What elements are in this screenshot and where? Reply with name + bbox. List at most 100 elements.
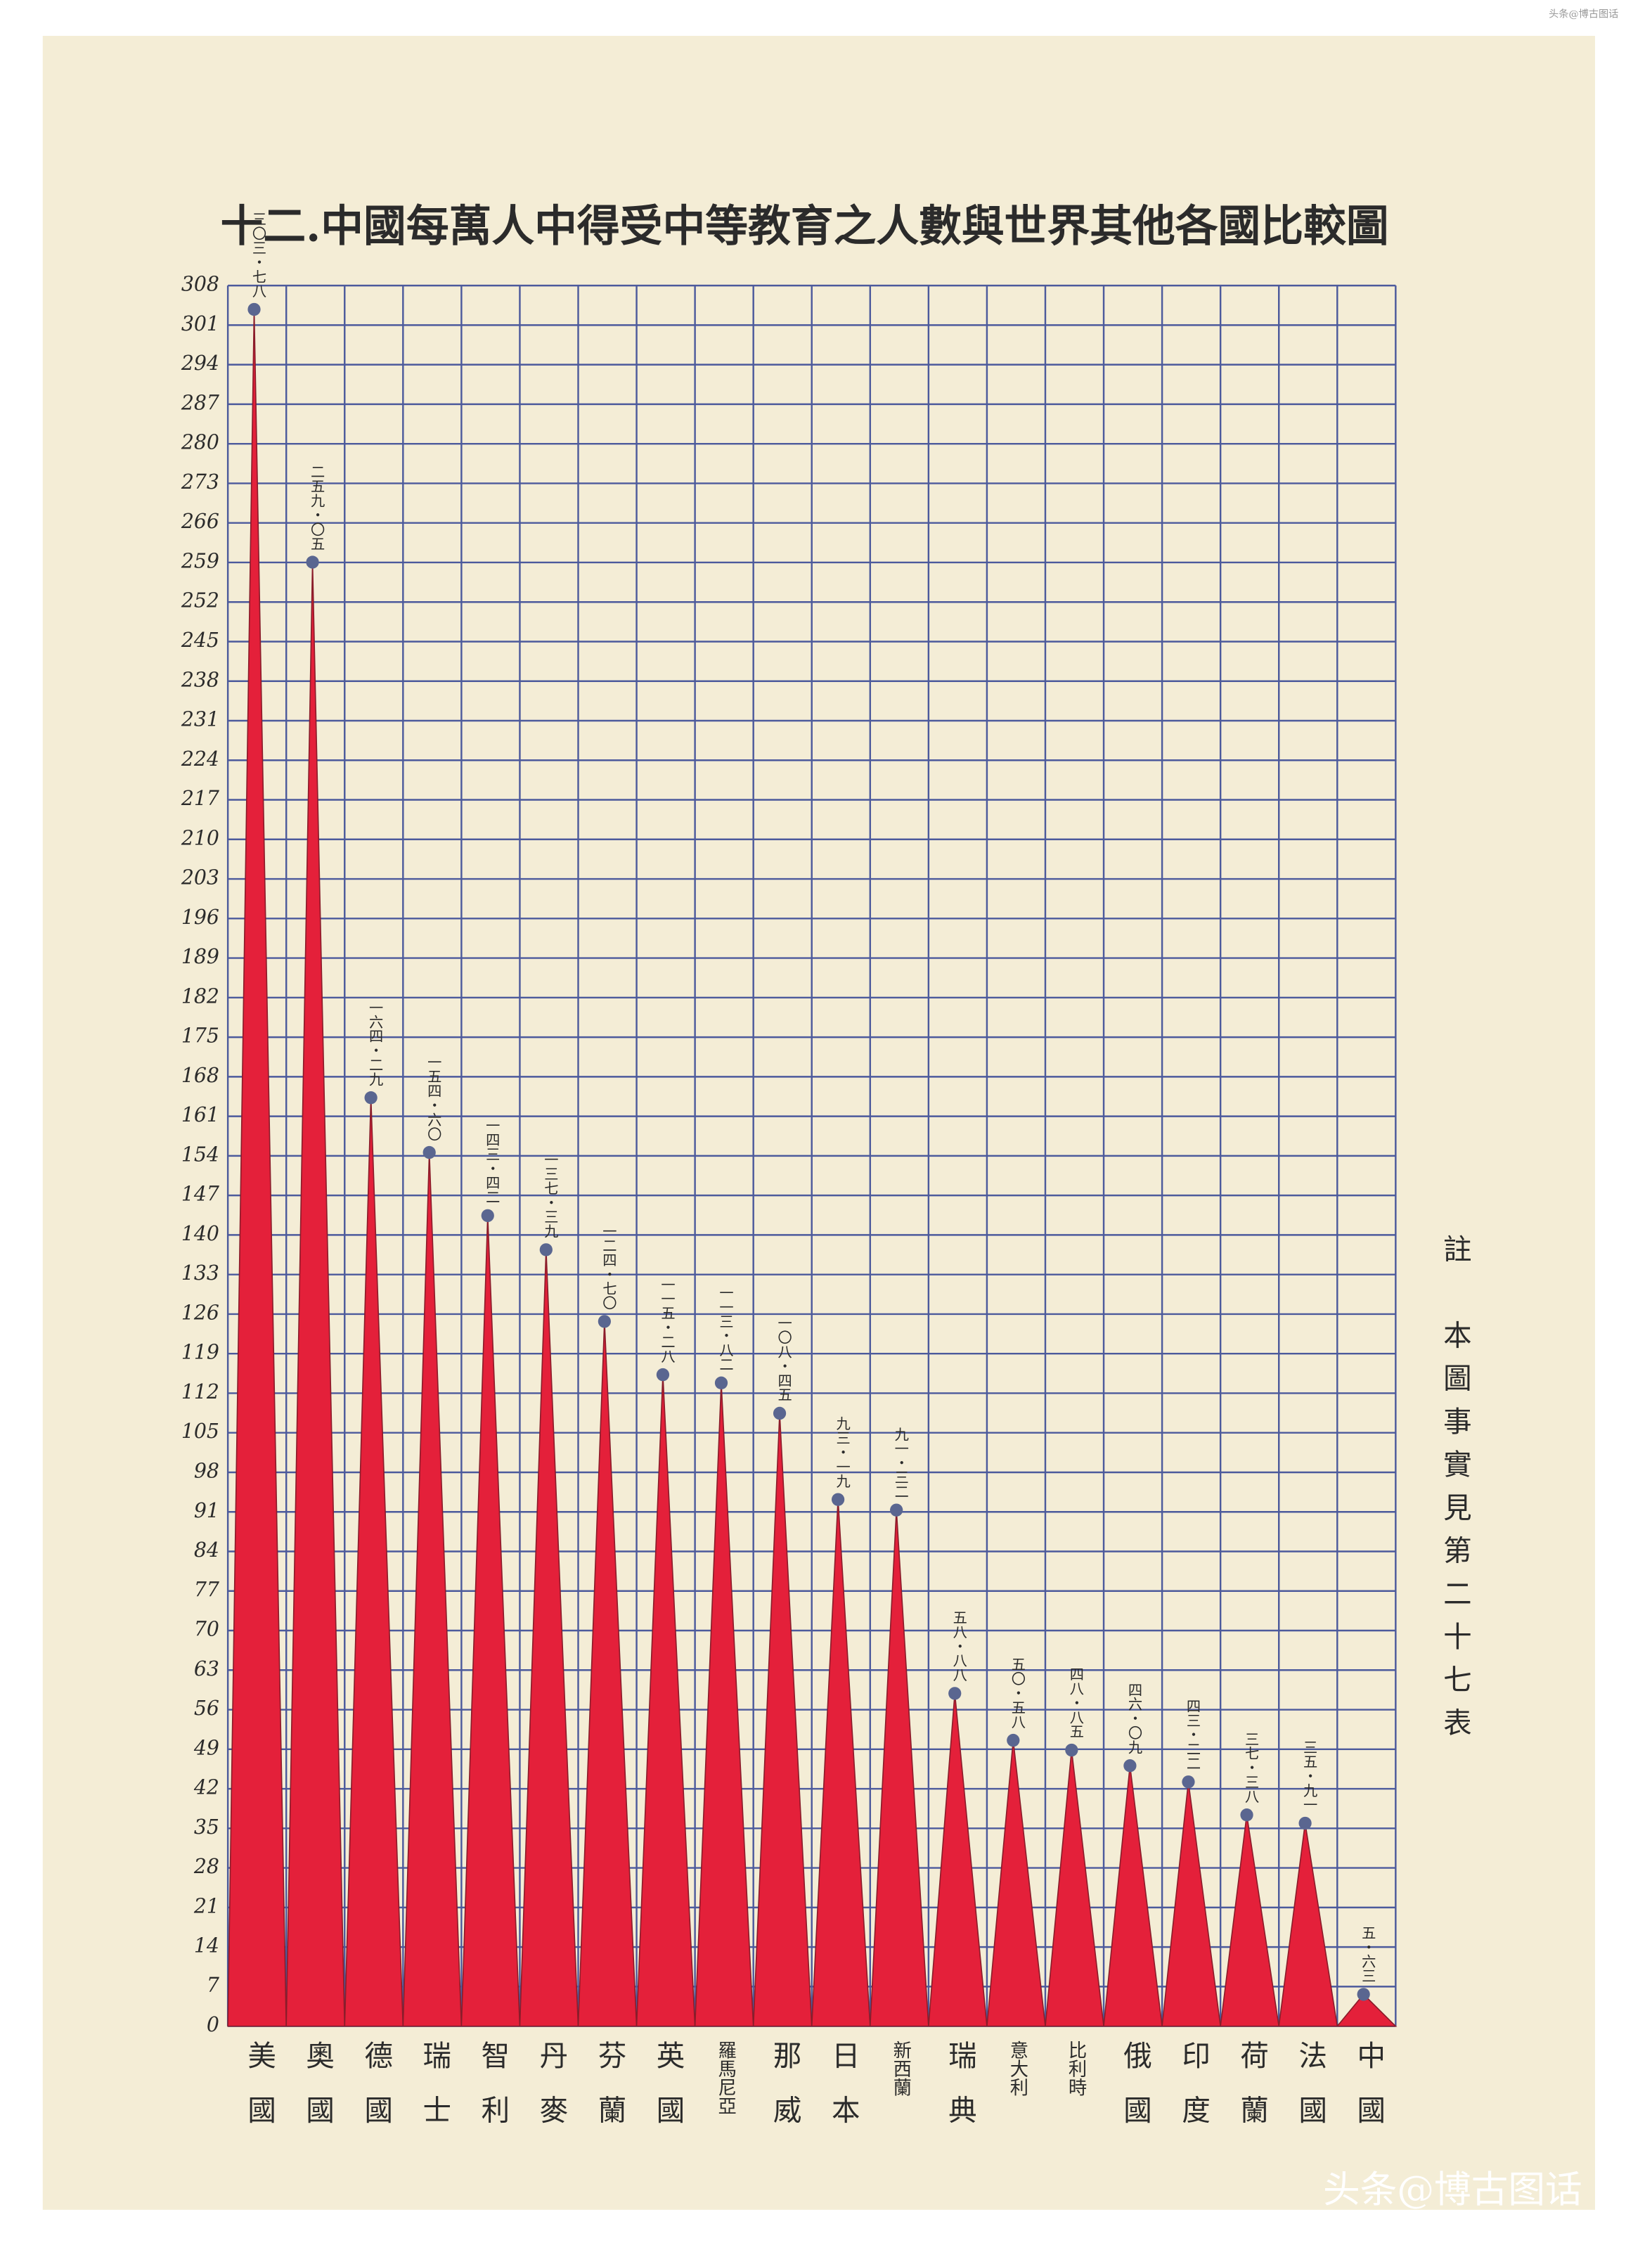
y-tick-label: 280 <box>181 431 219 454</box>
value-label: 一〇八・四五 <box>775 1316 792 1401</box>
y-tick-label: 287 <box>181 391 220 414</box>
spike <box>635 1375 696 2027</box>
x-tick-label: 那威 <box>768 2040 802 2149</box>
x-tick-label: 智利 <box>476 2040 510 2149</box>
marker <box>1007 1733 1020 1747</box>
spike <box>1336 1993 1398 2027</box>
spike <box>1103 1766 1163 2027</box>
marker <box>598 1315 611 1328</box>
x-tick-label: 荷蘭 <box>1235 2040 1269 2149</box>
spike <box>1045 1749 1104 2027</box>
y-tick-label: 217 <box>181 787 220 810</box>
chart-title: 十二.中國每萬人中得受中等教育之人數與世界其他各國比較圖 <box>221 201 1389 251</box>
spike <box>460 1215 521 2027</box>
x-tick-label: 中國 <box>1352 2040 1386 2149</box>
spike <box>927 1693 988 2027</box>
y-tick-label: 42 <box>193 1775 219 1799</box>
y-tick-label: 14 <box>194 1934 219 1958</box>
value-label: 一一三・八二 <box>717 1285 734 1371</box>
y-tick-label: 56 <box>194 1697 219 1720</box>
watermark: 头条@博古图话 <box>1323 2168 1582 2211</box>
y-tick-label: 259 <box>181 549 219 572</box>
y-tick-label: 273 <box>181 470 219 494</box>
value-label: 五〇・五八 <box>1009 1657 1026 1729</box>
value-label: 九一・三二 <box>892 1427 909 1498</box>
x-tick-label: 比利時 <box>1065 2040 1087 2097</box>
y-tick-label: 28 <box>193 1855 219 1878</box>
marker <box>422 1145 436 1159</box>
value-label: 九三・一九 <box>834 1416 851 1488</box>
y-tick-label: 203 <box>181 866 219 889</box>
y-tick-label: 63 <box>194 1657 219 1680</box>
y-tick-label: 161 <box>181 1103 219 1126</box>
spike <box>986 1740 1046 2027</box>
y-tick-label: 266 <box>181 510 219 533</box>
value-label: 一五四・六〇 <box>425 1055 441 1140</box>
y-tick-label: 210 <box>181 826 219 849</box>
marker <box>832 1493 845 1506</box>
y-tick-label: 35 <box>194 1815 219 1839</box>
marker <box>890 1503 903 1517</box>
marker <box>773 1406 787 1420</box>
y-tick-label: 105 <box>181 1420 219 1443</box>
value-label: 一三七・三九 <box>541 1152 558 1238</box>
x-tick-label: 日本 <box>827 2040 860 2149</box>
value-label: 五八・八八 <box>950 1610 967 1682</box>
y-tick-label: 168 <box>181 1064 219 1087</box>
spike <box>811 1499 871 2027</box>
marker <box>714 1376 728 1390</box>
x-tick-label: 俄國 <box>1118 2040 1152 2149</box>
y-tick-label: 70 <box>194 1617 219 1640</box>
marker <box>539 1243 553 1256</box>
y-tick-label: 301 <box>181 312 219 335</box>
y-tick-label: 112 <box>181 1380 219 1403</box>
spike <box>1220 1815 1280 2027</box>
marker <box>948 1687 962 1700</box>
y-tick-label: 238 <box>181 668 219 691</box>
y-tick-label: 189 <box>181 945 219 968</box>
y-tick-label: 154 <box>181 1143 219 1166</box>
y-tick-label: 84 <box>194 1538 219 1562</box>
y-tick-label: 147 <box>181 1183 220 1206</box>
value-label: 四三・二二 <box>1184 1699 1201 1770</box>
y-tick-label: 294 <box>181 352 219 375</box>
spike <box>285 562 346 2027</box>
y-tick-label: 140 <box>181 1222 219 1245</box>
spike <box>519 1249 579 2027</box>
watermark-small: 头条@博古图话 <box>1549 8 1618 20</box>
y-tick-label: 308 <box>181 273 219 296</box>
y-tick-label: 0 <box>207 2013 219 2036</box>
y-tick-label: 196 <box>181 906 219 929</box>
y-tick-label: 182 <box>181 984 219 1008</box>
y-tick-label: 98 <box>194 1459 219 1482</box>
value-label: 三七・三八 <box>1242 1732 1259 1804</box>
value-label: 三五・九一 <box>1301 1740 1317 1812</box>
spike <box>344 1098 404 2027</box>
marker <box>1240 1808 1253 1822</box>
x-tick-label: 奧國 <box>301 2040 335 2149</box>
y-tick-label: 224 <box>181 747 219 771</box>
value-label: 一一五・二八 <box>659 1277 676 1363</box>
value-label: 四八・八五 <box>1067 1667 1084 1739</box>
value-label: 一四三・四二 <box>483 1118 500 1204</box>
x-tick-label: 瑞士 <box>418 2040 451 2149</box>
y-tick-label: 7 <box>207 1974 220 1997</box>
x-tick-label: 芬蘭 <box>593 2040 627 2149</box>
marker <box>306 555 319 569</box>
x-tick-label: 羅馬尼亞 <box>714 2040 736 2115</box>
y-tick-label: 231 <box>181 707 219 731</box>
marker <box>247 302 261 316</box>
value-label: 四六・〇九 <box>1125 1683 1142 1754</box>
marker <box>656 1368 670 1382</box>
y-tick-label: 49 <box>193 1736 219 1759</box>
x-tick-label: 新西蘭 <box>889 2040 911 2097</box>
x-tick-label: 法國 <box>1293 2040 1327 2149</box>
marker <box>1182 1775 1195 1789</box>
note: 註 本圖事實見第二十七表 <box>1438 1234 1472 1751</box>
spike <box>1161 1782 1222 2027</box>
spike <box>694 1382 754 2027</box>
y-tick-label: 77 <box>194 1578 220 1601</box>
y-tick-label: 133 <box>181 1261 219 1285</box>
spike <box>402 1152 463 2027</box>
